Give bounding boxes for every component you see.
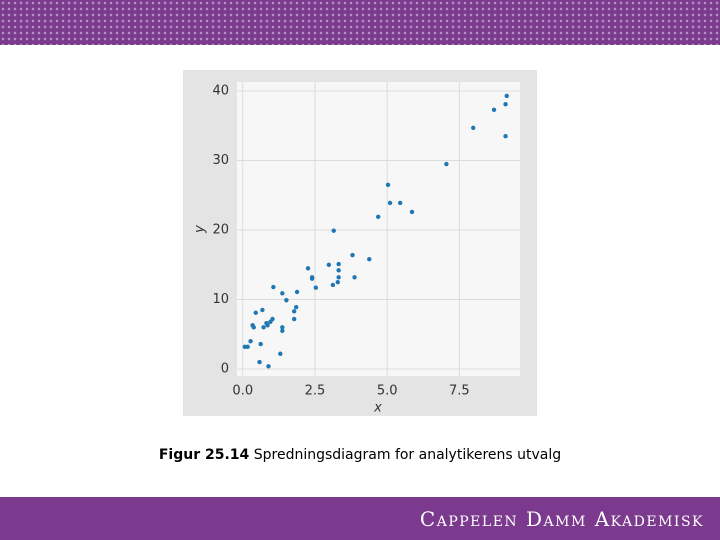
point <box>309 275 315 280</box>
caption: Figur 25.14 Spredningsdiagram for analyt… <box>0 447 720 463</box>
point <box>260 307 265 313</box>
point <box>257 359 262 365</box>
point <box>313 285 319 290</box>
point <box>385 182 391 188</box>
x-axis-label: x <box>373 401 382 416</box>
point <box>331 228 336 233</box>
y-tick-label: 10 <box>212 292 229 307</box>
point <box>266 364 271 369</box>
point <box>336 275 341 280</box>
point <box>291 316 297 322</box>
point <box>387 200 393 206</box>
point <box>491 107 497 113</box>
x-tick-label: 0.0 <box>232 384 253 399</box>
point <box>471 125 476 131</box>
x-tick-label: 2.5 <box>305 384 326 399</box>
point <box>280 291 285 296</box>
y-tick-label: 40 <box>212 84 229 99</box>
point <box>376 214 381 220</box>
x-tick-label: 5.0 <box>377 384 398 399</box>
x-tick-label: 7.5 <box>449 384 470 399</box>
point <box>326 262 332 267</box>
point <box>270 316 275 322</box>
point <box>261 325 266 330</box>
point <box>444 161 449 167</box>
point <box>271 284 276 290</box>
point <box>367 257 372 262</box>
plot-area <box>237 82 520 376</box>
point <box>258 341 263 347</box>
point <box>284 298 289 303</box>
point <box>503 134 508 139</box>
point <box>330 282 336 288</box>
point <box>253 310 258 315</box>
point <box>397 200 403 206</box>
point <box>278 351 283 356</box>
point <box>335 279 340 285</box>
point <box>350 252 355 258</box>
point <box>352 275 357 280</box>
point <box>248 339 253 344</box>
point <box>265 323 270 328</box>
caption-label: Figur 25.14 <box>158 447 250 463</box>
point <box>336 268 341 273</box>
point <box>305 266 311 271</box>
y-tick-label: 30 <box>212 153 229 168</box>
point <box>245 344 250 350</box>
point <box>409 209 415 215</box>
point <box>504 93 509 99</box>
footer-banner: Cappelen Damm Akademisk <box>0 497 720 540</box>
header-banner <box>0 0 720 45</box>
y-tick-label: 20 <box>212 223 229 238</box>
caption-text: Spredningsdiagram for analytikerens utva… <box>253 447 562 463</box>
point <box>503 102 508 107</box>
point <box>280 325 285 330</box>
point <box>280 328 285 334</box>
point <box>291 309 297 314</box>
point <box>336 261 341 267</box>
brand: Cappelen Damm Akademisk <box>419 507 704 531</box>
y-tick-label: 0 <box>221 362 229 377</box>
y-axis-label: y <box>193 225 208 234</box>
point <box>251 325 256 330</box>
point <box>293 304 299 310</box>
point <box>294 289 300 295</box>
